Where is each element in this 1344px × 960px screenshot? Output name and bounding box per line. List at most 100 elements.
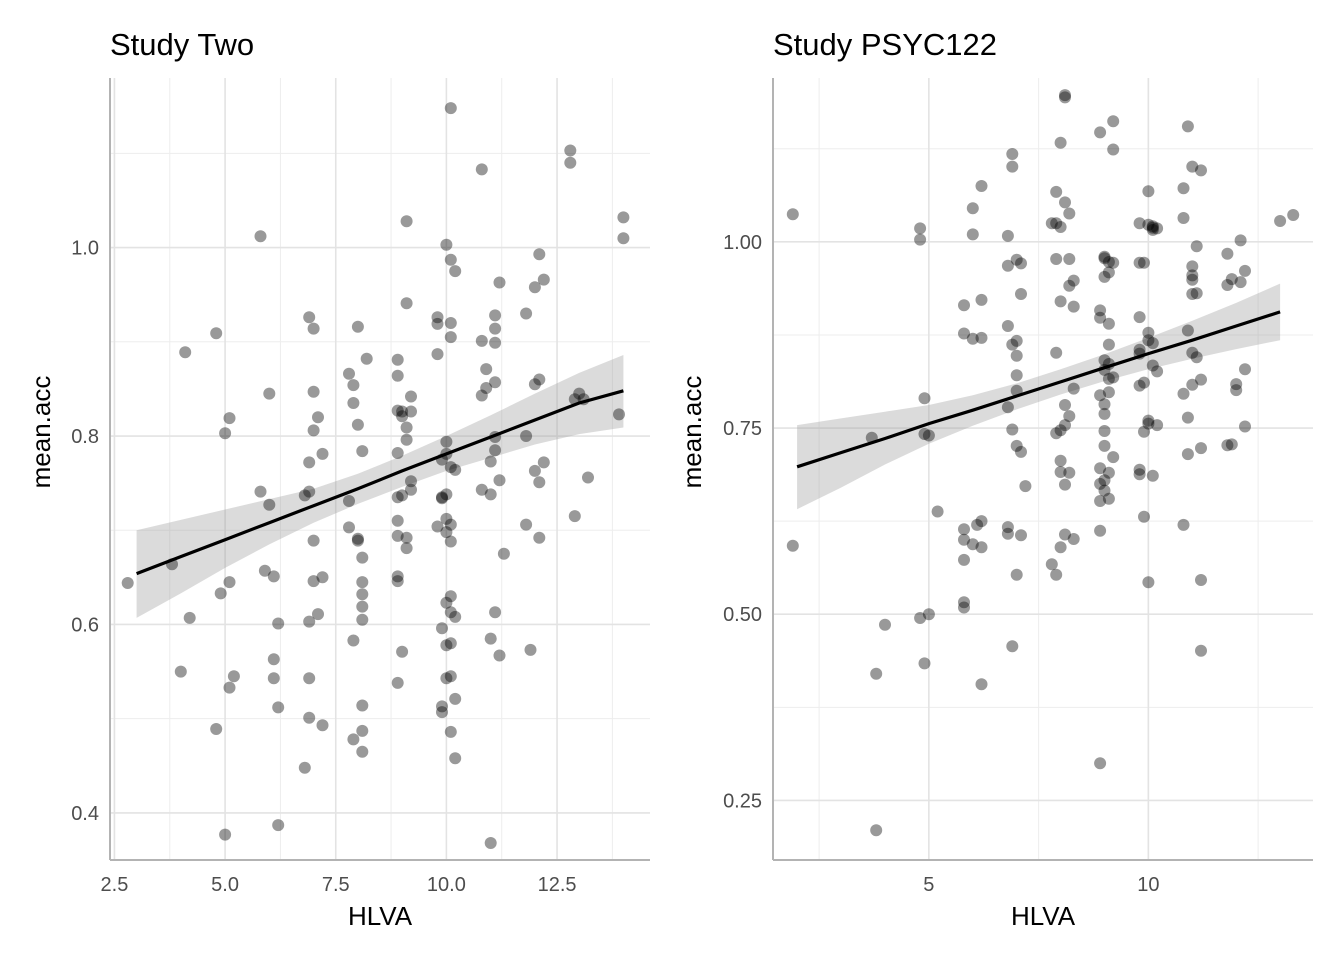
- data-point: [786, 208, 799, 221]
- chart-title: Study PSYC122: [773, 27, 997, 62]
- data-point: [1221, 439, 1234, 452]
- data-point: [1054, 136, 1067, 149]
- data-point: [400, 531, 413, 544]
- data-point: [1186, 160, 1199, 173]
- data-point: [347, 379, 360, 392]
- data-point: [1045, 558, 1058, 571]
- data-point: [174, 665, 187, 678]
- data-point: [312, 608, 324, 621]
- data-point: [1146, 220, 1159, 233]
- data-point: [444, 670, 457, 683]
- data-point: [1063, 253, 1076, 265]
- data-point: [1067, 533, 1080, 545]
- data-point: [958, 533, 970, 546]
- data-point: [272, 819, 285, 832]
- data-point: [918, 657, 931, 670]
- data-point: [449, 610, 462, 623]
- data-point: [254, 485, 267, 498]
- data-point: [1274, 215, 1287, 227]
- y-tick-label: 0.25: [723, 790, 762, 812]
- data-point: [440, 512, 453, 525]
- data-point: [484, 837, 497, 849]
- data-point: [1010, 439, 1023, 452]
- data-point: [1059, 89, 1071, 102]
- data-point: [267, 653, 280, 666]
- data-point: [1098, 407, 1111, 420]
- data-point: [396, 489, 409, 502]
- data-point: [958, 327, 970, 340]
- data-point: [971, 518, 984, 531]
- data-point: [918, 428, 931, 440]
- data-point: [1063, 410, 1076, 423]
- data-point: [1050, 427, 1063, 440]
- data-point: [431, 317, 444, 330]
- data-point: [405, 475, 417, 488]
- data-point: [1186, 260, 1199, 273]
- data-point: [298, 761, 311, 774]
- data-point: [528, 378, 541, 391]
- data-point: [520, 307, 533, 320]
- data-point: [489, 606, 502, 619]
- gridlines: [773, 78, 1313, 860]
- data-point: [870, 667, 883, 680]
- data-point: [444, 331, 457, 344]
- data-point: [223, 412, 236, 425]
- data-point: [1239, 363, 1251, 376]
- data-point: [975, 293, 988, 306]
- data-point: [1195, 574, 1207, 586]
- data-point: [343, 495, 355, 507]
- data-point: [1098, 439, 1111, 452]
- data-point: [1195, 373, 1207, 386]
- data-point: [489, 376, 502, 389]
- data-point: [400, 215, 413, 228]
- data-point: [1142, 576, 1155, 589]
- data-point: [1102, 372, 1115, 385]
- data-point: [1054, 454, 1067, 467]
- data-point: [1142, 185, 1155, 198]
- data-point: [1151, 365, 1164, 378]
- data-point: [1142, 326, 1155, 339]
- data-point: [316, 571, 329, 584]
- data-point: [436, 491, 448, 504]
- data-point: [356, 445, 369, 458]
- data-point: [1107, 143, 1120, 156]
- data-point: [1050, 185, 1063, 198]
- data-point: [1010, 568, 1023, 581]
- data-point: [391, 491, 404, 504]
- data-point: [1094, 304, 1107, 317]
- data-point: [1015, 529, 1027, 542]
- data-point: [922, 608, 935, 621]
- data-point: [1098, 354, 1111, 367]
- data-point: [267, 570, 280, 583]
- data-point: [1006, 148, 1019, 160]
- data-point: [975, 331, 988, 344]
- data-point: [1177, 387, 1190, 400]
- data-point: [1177, 518, 1190, 531]
- data-point: [1287, 209, 1300, 221]
- data-point: [444, 637, 457, 650]
- data-point: [1230, 378, 1243, 391]
- y-tick-label: 0.75: [723, 418, 762, 440]
- data-point: [1094, 524, 1107, 537]
- data-point: [391, 676, 404, 689]
- data-point: [1142, 334, 1155, 347]
- data-point: [1151, 419, 1164, 432]
- data-point: [405, 483, 417, 496]
- data-point: [396, 410, 409, 423]
- regression-line: [136, 389, 624, 576]
- data-point: [391, 514, 404, 527]
- x-tick-label: 5: [923, 874, 934, 896]
- data-point: [1190, 351, 1203, 364]
- data-point: [1225, 438, 1238, 451]
- data-point: [303, 311, 316, 324]
- data-point: [1094, 495, 1107, 507]
- data-point: [914, 612, 927, 624]
- data-point: [440, 435, 453, 448]
- y-tick-label: 1.00: [723, 232, 762, 254]
- data-point: [520, 430, 533, 442]
- data-point: [1001, 521, 1014, 534]
- data-point: [1190, 240, 1203, 253]
- data-point: [1050, 568, 1063, 581]
- data-point: [343, 521, 355, 534]
- data-point: [533, 373, 546, 386]
